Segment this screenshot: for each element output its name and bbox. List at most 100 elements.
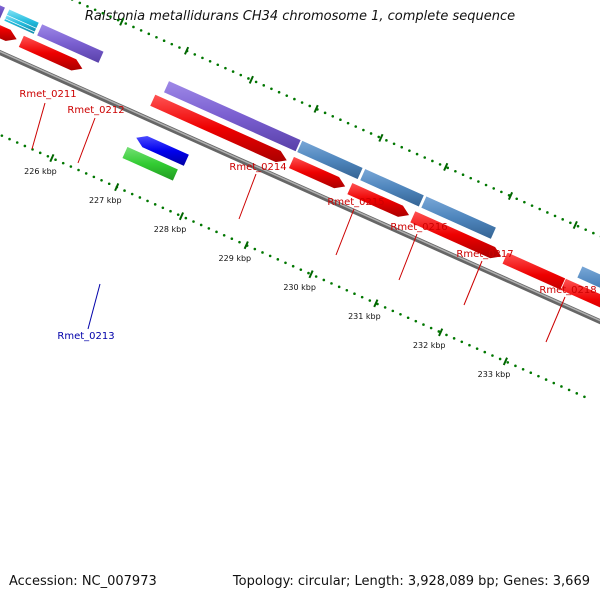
upper-major-tick — [313, 104, 319, 113]
backbone-highlight — [0, 50, 600, 322]
lower-scale-dot — [491, 354, 494, 357]
upper-scale-dot — [415, 152, 419, 156]
upper-scale-dot — [408, 149, 411, 152]
upper-scale-dot — [569, 221, 572, 225]
upper-scale-dot — [339, 118, 342, 122]
lower-scale-dot — [207, 227, 211, 230]
upper-scale-dot — [139, 29, 143, 32]
lower-scale-dot — [92, 175, 96, 179]
lower-scale-dot — [161, 206, 165, 210]
cog-feature[interactable] — [0, 0, 6, 20]
upper-major-tick — [119, 17, 125, 26]
gene-label[interactable]: Rmet_0217 — [456, 249, 513, 260]
cds-feature[interactable] — [0, 17, 19, 42]
cog-feature[interactable] — [36, 23, 105, 64]
upper-scale-dot — [277, 90, 281, 94]
gene-label[interactable]: Rmet_0212 — [67, 105, 124, 116]
major-tick — [114, 183, 120, 192]
gene-label[interactable]: Rmet_0214 — [229, 162, 286, 173]
upper-scale-dot — [385, 139, 388, 142]
gene-label[interactable]: Rmet_0211 — [19, 89, 76, 100]
upper-scale-dot — [93, 8, 97, 12]
lower-scale-dot — [69, 165, 73, 168]
upper-scale-dot — [124, 22, 128, 25]
upper-scale-dot — [515, 197, 519, 201]
upper-scale-dot — [484, 183, 488, 187]
reverse-cds-feature[interactable] — [134, 135, 190, 167]
upper-scale-dot — [86, 5, 89, 8]
upper-scale-dot — [247, 77, 250, 80]
upper-major-tick — [572, 220, 578, 230]
lower-scale-dot — [314, 275, 318, 278]
major-tick — [502, 357, 508, 366]
gene-label[interactable]: Rmet_0213 — [57, 331, 114, 342]
lower-scale-dot — [46, 154, 50, 158]
lower-scale-dot — [360, 295, 364, 299]
lower-scale-dot — [521, 367, 525, 371]
lower-scale-dot — [276, 258, 280, 261]
lower-scale-dot — [437, 330, 441, 333]
upper-scale-dot — [323, 111, 327, 115]
lower-scale-dot — [560, 385, 563, 388]
cog-feature[interactable] — [4, 14, 38, 33]
lower-scale-dot — [15, 141, 19, 144]
upper-scale-dot — [208, 60, 212, 63]
lower-scale-dot — [575, 392, 579, 395]
lower-scale-dot — [54, 158, 57, 161]
gene-label[interactable]: Rmet_0216 — [390, 222, 447, 233]
cds-feature[interactable] — [149, 93, 289, 163]
upper-scale-dot — [431, 159, 434, 163]
upper-scale-dot — [592, 231, 595, 235]
lower-scale-dot — [383, 306, 387, 309]
cog-feature[interactable] — [420, 195, 497, 240]
lower-scale-dot — [38, 151, 42, 155]
major-tick — [308, 270, 314, 279]
cog-feature[interactable] — [359, 168, 425, 208]
lower-scale-dot — [529, 371, 533, 375]
lower-scale-dot — [567, 388, 571, 392]
gene-leader-line — [77, 117, 96, 164]
lower-scale-dot — [215, 230, 218, 234]
gene-label[interactable]: Rmet_0215 — [327, 197, 384, 208]
lower-scale-dot — [330, 282, 333, 285]
upper-scale-dot — [377, 135, 381, 139]
upper-scale-dot — [270, 87, 273, 91]
lower-scale-dot — [552, 381, 556, 385]
cds-feature[interactable] — [346, 181, 411, 218]
lower-scale-dot — [192, 220, 195, 223]
upper-scale-dot — [523, 200, 526, 204]
lower-scale-dot — [261, 251, 264, 254]
lower-scale-dot — [468, 343, 471, 347]
upper-scale-dot — [576, 224, 580, 228]
cds-feature[interactable] — [409, 210, 503, 260]
upper-scale-dot — [224, 66, 227, 70]
upper-scale-dot — [500, 190, 503, 194]
lower-scale-dot — [544, 378, 548, 381]
upper-scale-dot — [293, 97, 296, 101]
rna-feature[interactable] — [121, 145, 179, 182]
lower-scale-dot — [353, 292, 356, 295]
upper-scale-dot — [362, 128, 365, 132]
cds-feature[interactable] — [287, 155, 347, 190]
lower-scale-dot — [322, 278, 326, 282]
upper-scale-dot — [477, 180, 480, 183]
upper-scale-dot — [423, 156, 427, 159]
cog-feature[interactable] — [162, 80, 302, 153]
gene-leader-line — [463, 260, 483, 306]
upper-scale-dot — [446, 166, 450, 170]
cds-feature[interactable] — [559, 277, 600, 323]
upper-major-tick — [378, 133, 384, 142]
upper-scale-dot — [308, 104, 312, 108]
cog-feature[interactable] — [576, 265, 600, 302]
cog-feature[interactable] — [296, 139, 364, 181]
lower-scale-dot — [284, 261, 287, 265]
upper-scale-dot — [285, 94, 289, 97]
gene-leader-line — [31, 102, 46, 150]
upper-scale-dot — [216, 63, 220, 67]
lower-scale-dot — [406, 316, 410, 320]
gene-label[interactable]: Rmet_0218 — [539, 285, 596, 296]
cds-feature[interactable] — [17, 34, 84, 72]
lower-scale-dot — [445, 333, 448, 337]
tick-label: 230 kbp — [283, 283, 316, 292]
